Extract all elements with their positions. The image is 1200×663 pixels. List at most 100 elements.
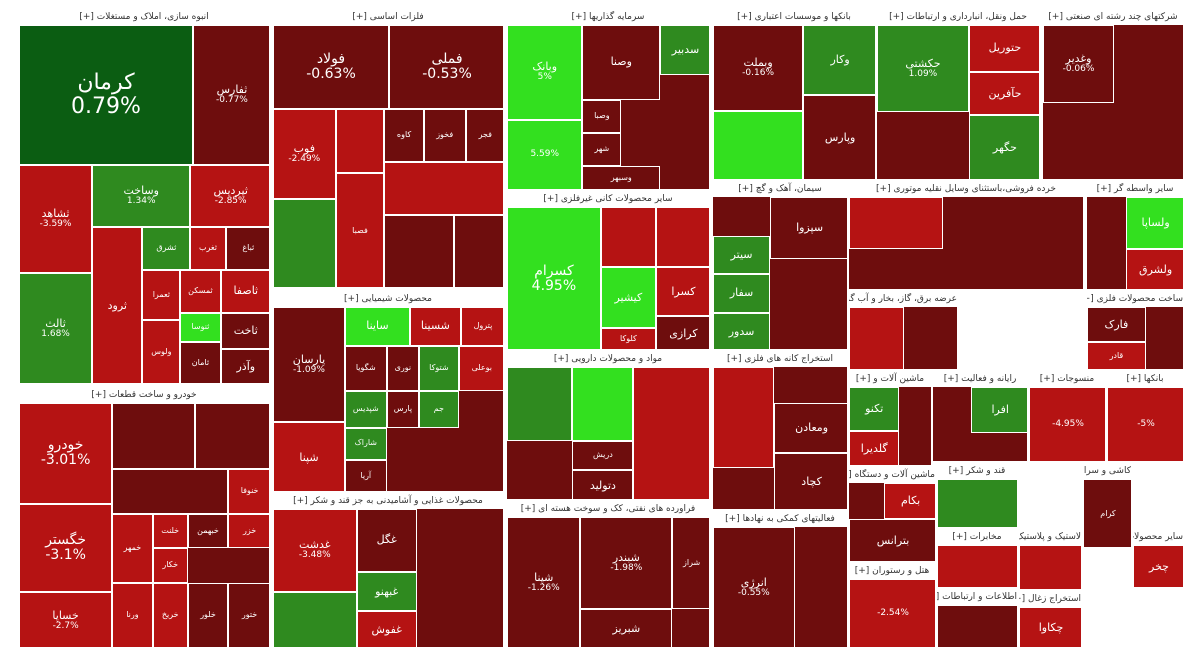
stock-tile[interactable]: وپارس bbox=[803, 95, 875, 179]
sector-header[interactable]: بانکها و موسسات اعتباری [+] bbox=[713, 9, 875, 25]
sector-header[interactable]: سایر محصولات [+] bbox=[1133, 529, 1183, 545]
stock-tile[interactable]: دریش bbox=[572, 440, 634, 471]
stock-tile[interactable]: خنوفا bbox=[228, 469, 269, 514]
stock-tile[interactable]: غفوش bbox=[356, 611, 417, 647]
stock-tile[interactable]: ثپردیس -2.85% bbox=[190, 165, 269, 227]
stock-tile[interactable]: حکشتی 1.09% bbox=[877, 25, 969, 113]
stock-tile[interactable]: ثشاهد -3.59% bbox=[19, 165, 93, 274]
sector-header[interactable]: خودرو و ساخت قطعات [+] bbox=[19, 387, 269, 403]
stock-tile[interactable]: خکار bbox=[152, 548, 188, 583]
sector-header[interactable]: محصولات غذایی و آشامیدنی به جز قند و شکر… bbox=[273, 493, 503, 509]
stock-tile[interactable]: ساینا bbox=[344, 307, 410, 347]
stock-tile[interactable]: شبندر -1.98% bbox=[580, 517, 673, 610]
stock-tile[interactable]: آریا bbox=[344, 459, 387, 491]
stock-tile[interactable]: ثفارس -0.77% bbox=[192, 25, 269, 166]
stock-tile[interactable]: سیتر bbox=[713, 235, 771, 274]
stock-tile[interactable]: شهر bbox=[582, 132, 622, 167]
stock-tile[interactable]: خریخ bbox=[152, 582, 188, 647]
sector-header[interactable]: استخراج کانه های فلزی [+] bbox=[713, 351, 847, 367]
stock-tile[interactable]: بوعلی bbox=[458, 346, 503, 391]
stock-tile[interactable]: تکنو bbox=[849, 387, 900, 431]
stock-tile[interactable]: حتوریل bbox=[968, 25, 1039, 72]
stock-tile[interactable]: ثعمرا bbox=[142, 269, 181, 321]
stock-tile[interactable]: سپزوا bbox=[770, 197, 847, 259]
stock-tile[interactable]: غبهنو bbox=[356, 572, 417, 612]
stock-tile[interactable]: خبهمن bbox=[187, 513, 229, 549]
stock-tile[interactable]: وصبا bbox=[582, 99, 622, 133]
sector-header[interactable]: هتل و رستوران [+] bbox=[849, 563, 935, 579]
stock-tile[interactable]: حآفرین bbox=[968, 71, 1039, 116]
stock-tile[interactable]: ولساپا bbox=[1126, 197, 1183, 249]
stock-tile[interactable] bbox=[713, 367, 775, 468]
stock-tile[interactable]: وبملت -0.16% bbox=[713, 25, 804, 111]
stock-tile[interactable]: ختور bbox=[228, 582, 269, 647]
stock-tile[interactable] bbox=[600, 207, 656, 268]
stock-tile[interactable]: وغدیر -0.06% bbox=[1043, 25, 1114, 103]
stock-tile[interactable]: خمهر bbox=[112, 513, 153, 583]
sector-header[interactable]: انبوه سازی، املاک و مستغلات [+] bbox=[19, 9, 269, 25]
sector-header[interactable]: عرضه برق، گاز، بخار و آب گرم [+] bbox=[849, 291, 957, 307]
stock-tile[interactable]: پارسان -1.09% bbox=[273, 307, 345, 423]
stock-tile[interactable]: بکام bbox=[884, 483, 935, 519]
stock-tile[interactable]: پترول bbox=[460, 307, 503, 347]
stock-tile[interactable] bbox=[273, 199, 336, 287]
stock-tile[interactable]: شسینا bbox=[409, 307, 461, 347]
stock-tile[interactable]: قادر bbox=[1087, 342, 1146, 369]
stock-tile[interactable]: ثاصفا bbox=[220, 269, 269, 313]
sector-header[interactable]: استخراج زغال [+] bbox=[1019, 591, 1081, 607]
sector-header[interactable]: مواد و محصولات دارویی [+] bbox=[507, 351, 709, 367]
stock-tile[interactable]: ولوس bbox=[142, 320, 181, 383]
stock-tile[interactable]: ثنوسا bbox=[180, 313, 221, 342]
sector-header[interactable]: فلزات اساسی [+] bbox=[273, 9, 503, 25]
stock-tile[interactable]: خلور bbox=[187, 582, 229, 647]
stock-tile[interactable] bbox=[453, 215, 503, 287]
stock-tile[interactable]: فجر bbox=[465, 109, 503, 163]
stock-tile[interactable]: ثمسکن bbox=[180, 269, 221, 313]
sector-header[interactable]: فراورده های نفتی، کک و سوخت هسته ای [+] bbox=[507, 501, 709, 517]
stock-tile[interactable]: شپدیس bbox=[344, 390, 387, 428]
stock-tile[interactable]: خزر bbox=[228, 513, 269, 549]
stock-tile[interactable]: سفار bbox=[713, 274, 771, 313]
stock-tile[interactable]: فملی -0.53% bbox=[389, 25, 503, 110]
stock-tile[interactable]: وسبهر bbox=[582, 166, 660, 189]
stock-tile[interactable]: کسرا bbox=[655, 267, 709, 317]
stock-tile[interactable] bbox=[713, 110, 804, 179]
stock-tile[interactable]: ثرود bbox=[92, 226, 143, 383]
stock-tile[interactable]: فوب -2.49% bbox=[273, 109, 336, 200]
stock-tile[interactable]: کرام bbox=[1083, 479, 1131, 547]
stock-tile[interactable] bbox=[384, 215, 454, 287]
stock-tile[interactable]: دتولید bbox=[572, 470, 634, 499]
stock-tile[interactable]: انرژی -0.55% bbox=[713, 527, 795, 647]
stock-tile[interactable]: افرا bbox=[971, 387, 1027, 433]
stock-tile[interactable]: وآذر bbox=[220, 349, 269, 383]
stock-tile[interactable] bbox=[112, 469, 229, 514]
stock-tile[interactable]: شپنا bbox=[273, 422, 345, 491]
sector-header[interactable]: لاستیک و پلاستیک [+] bbox=[1019, 529, 1081, 545]
stock-tile[interactable]: سدور bbox=[713, 312, 771, 349]
sector-header[interactable]: مخابرات [+] bbox=[937, 529, 1017, 545]
stock-tile[interactable] bbox=[195, 403, 269, 470]
sector-header[interactable]: خرده فروشی،باستثنای وسایل نقلیه موتوری [… bbox=[849, 181, 1083, 197]
stock-tile[interactable]: شتوکا bbox=[419, 346, 459, 391]
stock-tile[interactable] bbox=[849, 197, 944, 249]
sector-header[interactable]: قند و شکر [+] bbox=[937, 463, 1017, 479]
sector-header[interactable]: کاشی و سرا [+] bbox=[1083, 463, 1131, 479]
stock-tile[interactable]: خساپا -2.7% bbox=[19, 592, 113, 647]
stock-tile[interactable]: ثاخت bbox=[220, 313, 269, 349]
stock-tile[interactable]: 5.59% bbox=[507, 119, 583, 189]
stock-tile[interactable]: ثالث 1.68% bbox=[19, 273, 93, 383]
stock-tile[interactable] bbox=[937, 479, 1017, 527]
stock-tile[interactable] bbox=[633, 367, 709, 499]
stock-tile[interactable] bbox=[572, 367, 634, 441]
sector-header[interactable]: سایر واسطه گر [+] bbox=[1087, 181, 1183, 197]
sector-header[interactable]: سرمایه گذاریها [+] bbox=[507, 9, 709, 25]
stock-tile[interactable]: شبریز bbox=[580, 609, 673, 647]
stock-tile[interactable]: -2.54% bbox=[849, 579, 935, 647]
stock-tile[interactable] bbox=[937, 545, 1017, 587]
stock-tile[interactable]: فخوز bbox=[423, 109, 466, 163]
stock-tile[interactable]: حگهر bbox=[968, 115, 1039, 179]
stock-tile[interactable]: فارک bbox=[1087, 307, 1146, 343]
stock-tile[interactable]: ثشرق bbox=[142, 226, 191, 270]
stock-tile[interactable]: شگویا bbox=[344, 346, 387, 391]
stock-tile[interactable] bbox=[937, 605, 1017, 647]
